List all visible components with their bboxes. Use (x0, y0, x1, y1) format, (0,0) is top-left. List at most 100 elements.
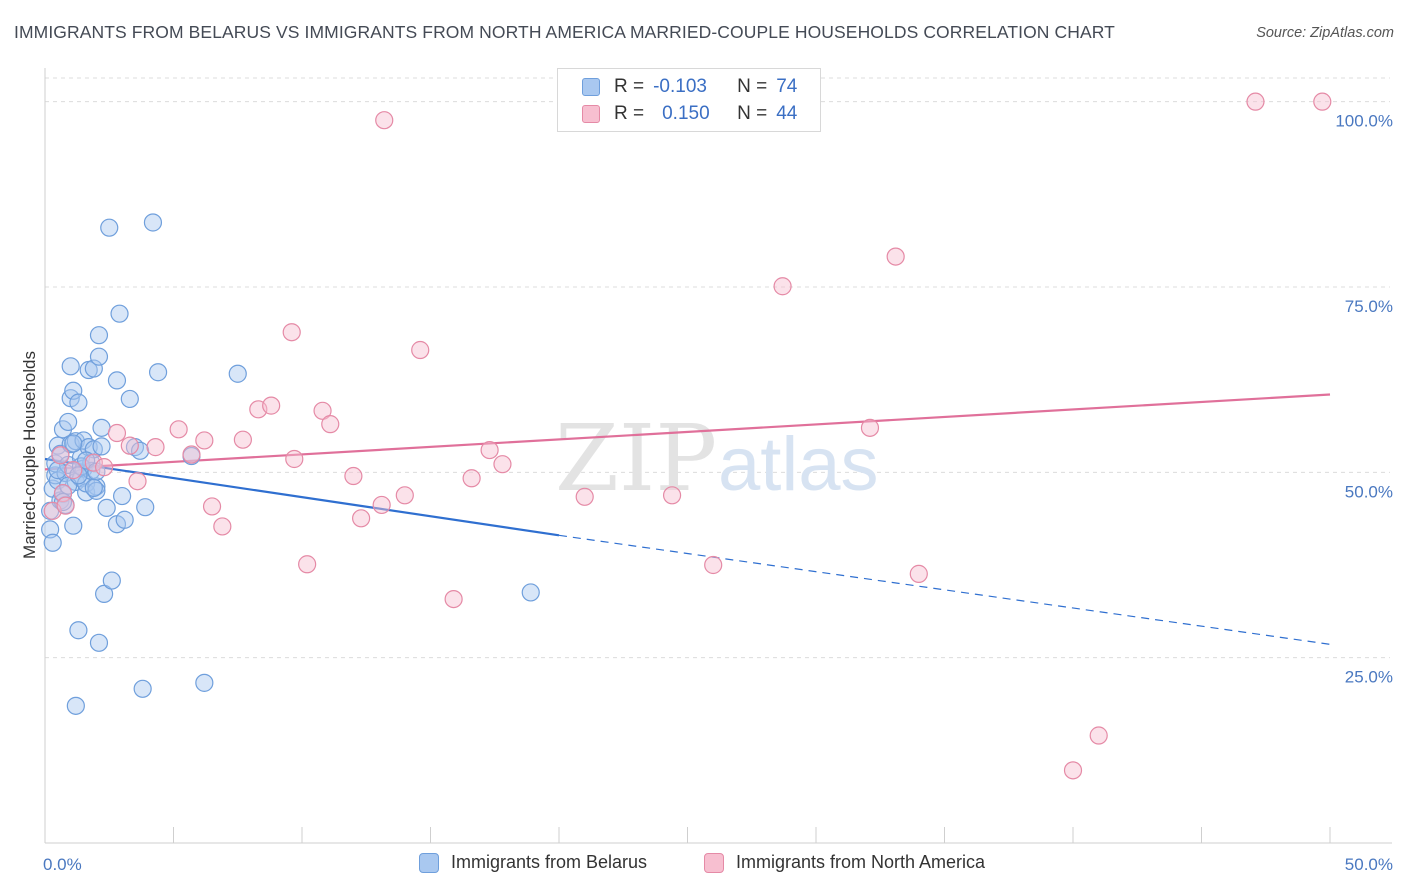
point-belarus (115, 510, 134, 529)
point-belarus (84, 478, 103, 497)
point-north-america (298, 555, 317, 574)
point-north-america (344, 466, 363, 486)
point-north-america (493, 455, 512, 474)
point-belarus (64, 381, 83, 400)
series-swatch-belarus (419, 852, 439, 873)
x-tick-label: 0.0% (43, 855, 82, 874)
point-north-america (704, 555, 723, 575)
series-swatch-north-america (704, 852, 724, 873)
point-north-america (128, 472, 147, 491)
point-north-america (107, 423, 127, 443)
point-north-america (886, 247, 905, 266)
point-belarus (69, 466, 88, 485)
legend-r-label: R = (614, 76, 645, 97)
point-north-america (233, 430, 252, 449)
y-axis-label: Married-couple Households (20, 351, 39, 559)
point-belarus (89, 633, 109, 652)
chart-title: IMMIGRANTS FROM BELARUS VS IMMIGRANTS FR… (14, 22, 1115, 42)
point-north-america (64, 461, 83, 480)
point-belarus (92, 437, 111, 456)
legend-r-label: R = (614, 103, 645, 124)
y-tick-label: 100.0% (1335, 112, 1393, 131)
point-north-america (56, 496, 75, 515)
legend-swatch-belarus (582, 78, 600, 96)
point-north-america (860, 418, 880, 437)
point-belarus (112, 486, 132, 506)
point-north-america (169, 420, 188, 439)
point-north-america (1089, 726, 1108, 745)
point-belarus (102, 571, 121, 590)
legend-n-label: N = (737, 103, 768, 124)
point-belarus (89, 347, 109, 366)
data-points (41, 92, 1332, 780)
point-belarus (228, 364, 247, 383)
point-belarus (64, 516, 83, 535)
point-belarus (95, 584, 114, 604)
trend-line-belarus (44, 457, 560, 537)
point-belarus (195, 673, 214, 692)
point-belarus (69, 393, 88, 412)
point-belarus (120, 389, 139, 409)
point-belarus (64, 434, 83, 453)
x-tick-label: 50.0% (1345, 855, 1393, 874)
point-belarus (136, 498, 155, 517)
point-north-america (1063, 761, 1083, 780)
point-north-america (1246, 92, 1265, 111)
y-tick-label: 25.0% (1345, 668, 1393, 687)
point-belarus (89, 326, 109, 345)
point-north-america (262, 396, 281, 415)
point-north-america (375, 111, 394, 130)
point-north-america (372, 495, 391, 515)
legend-n-value: 74 (776, 76, 798, 97)
point-belarus (107, 371, 127, 390)
tick-labels: 25.0% 50.0% 75.0% 100.0% 0.0% 50.0% (43, 112, 1393, 874)
point-belarus (43, 533, 62, 552)
point-north-america (213, 517, 232, 536)
point-belarus (48, 461, 67, 480)
axes (44, 68, 1392, 844)
point-north-america (95, 458, 114, 477)
point-north-america (352, 509, 371, 528)
legend-r-value: -0.103 (653, 76, 707, 97)
point-north-america (313, 401, 332, 420)
point-north-america (84, 453, 103, 472)
legend-n-label: N = (737, 76, 768, 97)
legend-swatch-north-america (582, 105, 600, 123)
point-belarus (92, 418, 111, 437)
legend-row-belarus: R = -0.103 N = 74 (582, 75, 797, 99)
point-belarus (61, 357, 80, 376)
point-belarus (84, 359, 103, 378)
point-belarus (133, 679, 152, 698)
point-north-america (195, 431, 214, 450)
point-north-america (182, 445, 201, 464)
y-tick-label: 50.0% (1345, 482, 1393, 501)
point-belarus (87, 481, 106, 500)
series-legend-north-america[interactable]: Immigrants from North America (704, 852, 985, 873)
point-north-america (1313, 92, 1332, 111)
legend-n-value: 44 (776, 103, 798, 124)
point-north-america (462, 469, 481, 488)
series-label-belarus: Immigrants from Belarus (451, 852, 648, 872)
point-north-america (575, 487, 594, 506)
point-north-america (120, 436, 139, 455)
legend-row-north-america: R = 0.150 N = 44 (582, 102, 797, 126)
point-north-america (321, 415, 340, 434)
point-belarus (97, 498, 116, 518)
point-belarus (521, 583, 540, 602)
watermark-atlas: atlas (718, 422, 879, 507)
point-north-america (444, 589, 463, 609)
trend-lines (44, 393, 1331, 645)
point-north-america (662, 486, 682, 505)
point-north-america (285, 449, 304, 469)
legend-r-value: 0.150 (662, 103, 710, 124)
point-north-america (146, 438, 165, 457)
trend-line-belarus-extrapolated (558, 534, 1331, 645)
point-belarus (110, 304, 129, 323)
point-belarus (143, 213, 163, 232)
point-belarus (100, 218, 119, 237)
point-belarus (130, 441, 150, 460)
series-legend-belarus[interactable]: Immigrants from Belarus (419, 852, 647, 873)
point-north-america (395, 486, 414, 505)
y-tick-label: 75.0% (1345, 297, 1393, 316)
